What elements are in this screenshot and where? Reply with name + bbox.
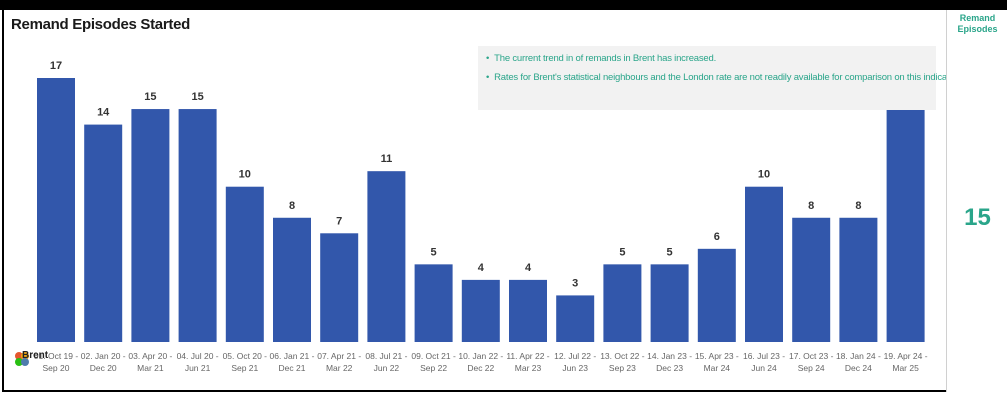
brent-logo-icon xyxy=(15,352,29,366)
x-tick-label: 12. Jul 22 -Jun 23 xyxy=(554,351,596,373)
bar[interactable] xyxy=(84,124,123,343)
x-tick-label: 08. Jul 21 -Jun 22 xyxy=(365,351,407,373)
bar[interactable] xyxy=(461,279,500,342)
kpi-card: Remand Episodes 15 xyxy=(946,10,1007,392)
bar-value-label: 8 xyxy=(808,200,814,212)
bar-value-label: 11 xyxy=(381,153,393,165)
bar-value-label: 4 xyxy=(525,262,532,274)
bar[interactable] xyxy=(320,233,359,342)
kpi-title: Remand Episodes xyxy=(957,13,998,34)
bar-value-label: 10 xyxy=(239,169,251,181)
bar[interactable] xyxy=(273,217,311,342)
bar[interactable] xyxy=(697,248,736,342)
top-border xyxy=(0,0,1007,10)
bar-value-label: 6 xyxy=(714,231,720,243)
bar[interactable] xyxy=(886,109,925,342)
note-item: The current trend in of remands in Brent… xyxy=(486,52,928,66)
bar-value-label: 8 xyxy=(289,200,295,212)
bar-value-label: 15 xyxy=(191,91,203,103)
bar[interactable] xyxy=(509,279,547,342)
bar[interactable] xyxy=(745,186,783,342)
bar[interactable] xyxy=(556,295,595,342)
x-tick-label: 14. Jan 23 -Dec 23 xyxy=(647,351,692,373)
bar-value-label: 15 xyxy=(144,91,156,103)
bar[interactable] xyxy=(603,264,642,342)
x-tick-label: 11. Apr 22 -Mar 23 xyxy=(506,351,549,373)
bar[interactable] xyxy=(225,186,264,342)
x-tick-label: 17. Oct 23 -Sep 24 xyxy=(789,351,834,373)
x-tick-label: 10. Jan 22 -Dec 22 xyxy=(458,351,503,373)
bar-value-label: 14 xyxy=(97,107,110,119)
note-item: Rates for Brent's statistical neighbours… xyxy=(486,71,958,85)
chart-title: Remand Episodes Started xyxy=(11,16,190,33)
x-tick-label: 07. Apr 21 -Mar 22 xyxy=(317,351,361,373)
x-tick-label: 03. Apr 20 -Mar 21 xyxy=(128,351,172,373)
bar[interactable] xyxy=(414,264,453,342)
bar[interactable] xyxy=(37,78,75,342)
bar-value-label: 3 xyxy=(572,277,578,289)
bar-value-label: 17 xyxy=(50,60,62,72)
bar[interactable] xyxy=(839,217,878,342)
bar-value-label: 8 xyxy=(855,200,861,212)
bar-value-label: 5 xyxy=(619,246,625,258)
x-tick-label: 09. Oct 21 -Sep 22 xyxy=(411,351,456,373)
x-tick-label: 16. Jul 23 -Jun 24 xyxy=(743,351,785,373)
bar-value-label: 10 xyxy=(758,169,770,181)
x-tick-label: 01. Oct 19 -Sep 20 xyxy=(34,351,79,373)
bar[interactable] xyxy=(367,171,406,342)
logo-text: Brent xyxy=(22,350,49,361)
bar[interactable] xyxy=(178,109,217,342)
notes-box: The current trend in of remands in Brent… xyxy=(478,46,958,110)
x-tick-label: 15. Apr 23 -Mar 24 xyxy=(695,351,739,373)
bar[interactable] xyxy=(131,109,170,342)
x-tick-label: 05. Oct 20 -Sep 21 xyxy=(223,351,268,373)
x-tick-label: 13. Oct 22 -Sep 23 xyxy=(600,351,645,373)
bar-value-label: 4 xyxy=(478,262,485,274)
x-tick-label: 02. Jan 20 -Dec 20 xyxy=(81,351,126,373)
bar[interactable] xyxy=(792,217,831,342)
x-tick-label: 19. Apr 24 -Mar 25 xyxy=(884,351,928,373)
kpi-value: 15 xyxy=(964,204,991,231)
bar-value-label: 5 xyxy=(431,246,437,258)
bar[interactable] xyxy=(650,264,689,342)
bar-value-label: 5 xyxy=(667,246,673,258)
x-tick-label: 04. Jul 20 -Jun 21 xyxy=(177,351,219,373)
x-tick-label: 18. Jan 24 -Dec 24 xyxy=(836,351,881,373)
bar-value-label: 7 xyxy=(336,215,342,227)
chart-panel: Remand Episodes Started 17 01. Oct 19 -Se… xyxy=(2,10,958,392)
x-tick-label: 06. Jan 21 -Dec 21 xyxy=(270,351,315,373)
bar-chart: 17 01. Oct 19 -Sep 20 14 02. Jan 20 -Dec 20… xyxy=(34,60,928,373)
